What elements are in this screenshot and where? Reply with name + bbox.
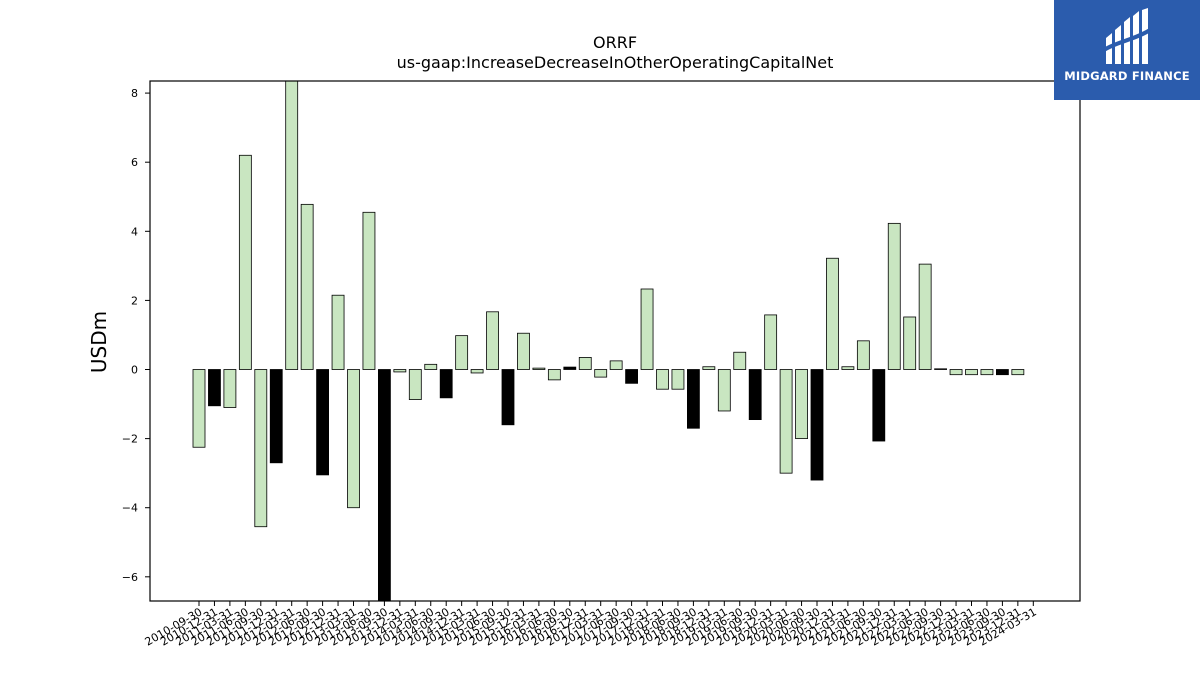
midgard-finance-logo: MIDGARD FINANCE xyxy=(1054,0,1200,100)
bar-2017-06-30 xyxy=(609,360,623,370)
y-tick-label: 8 xyxy=(131,87,138,100)
chart-title: ORRF xyxy=(592,33,638,52)
bar-2021-06-30 xyxy=(856,340,870,370)
bar-2019-09-30 xyxy=(748,369,762,421)
bar-2018-09-30 xyxy=(687,369,700,429)
bar-2019-06-30 xyxy=(733,351,747,370)
bar-2023-03-31 xyxy=(965,369,978,376)
bar-2023-12-31 xyxy=(1011,369,1025,376)
y-tick-label: −4 xyxy=(122,502,138,515)
bar-2022-12-31 xyxy=(949,369,963,376)
bar-2011-06-30 xyxy=(238,154,252,370)
bar-2010-09-30 xyxy=(192,369,206,448)
y-tick-label: 0 xyxy=(131,364,138,377)
bar-2021-12-31 xyxy=(887,222,901,370)
bar-2014-12-31 xyxy=(455,335,469,370)
bar-2016-06-30 xyxy=(547,369,561,381)
x-axis: 2010-09-302010-12-312011-03-312011-06-30… xyxy=(143,601,1039,649)
bar-2010-12-31 xyxy=(208,369,221,407)
y-axis-label: USDm xyxy=(87,310,111,374)
bar-2011-03-31 xyxy=(223,369,237,408)
bar-2020-03-31 xyxy=(779,369,793,474)
y-axis: −6 −4 −2 0 2 4 6 8 xyxy=(122,87,150,584)
bar-2015-12-31 xyxy=(517,332,530,370)
plot-frame xyxy=(149,80,1081,602)
bar-2011-09-30 xyxy=(254,369,268,528)
y-tick-label: 2 xyxy=(131,294,138,307)
bar-2013-03-31 xyxy=(347,369,360,509)
bar-2017-09-30 xyxy=(625,369,638,384)
bar-2016-12-31 xyxy=(578,357,592,370)
bar-2022-09-30 xyxy=(934,368,947,370)
chart-subtitle: us-gaap:IncreaseDecreaseInOtherOperating… xyxy=(396,53,834,72)
bar-2018-12-31 xyxy=(702,366,716,370)
bar-2012-03-31 xyxy=(285,81,299,370)
bar-2023-09-30 xyxy=(996,369,1009,376)
bar-2013-06-30 xyxy=(362,211,376,370)
bar-2014-03-31 xyxy=(408,369,422,400)
bar-2016-09-30 xyxy=(563,366,577,370)
bar-2019-12-31 xyxy=(764,314,778,370)
bar-2018-03-31 xyxy=(656,369,669,390)
bar-2023-06-30 xyxy=(980,369,994,376)
bar-2012-06-30 xyxy=(300,203,314,370)
y-tick-label: −6 xyxy=(122,571,138,584)
bar-2019-03-31 xyxy=(717,369,731,412)
bar-2020-06-30 xyxy=(795,369,808,440)
bar-2015-03-31 xyxy=(470,369,484,374)
bar-2014-06-30 xyxy=(424,363,438,370)
bar-2020-12-31 xyxy=(826,257,839,370)
bar-2021-09-30 xyxy=(872,369,886,442)
bar-2012-12-31 xyxy=(331,294,345,370)
bar-2015-09-30 xyxy=(501,369,515,426)
bar-2022-03-31 xyxy=(903,316,917,370)
bars-group xyxy=(192,81,1025,601)
bar-2016-03-31 xyxy=(532,367,546,370)
y-tick-label: 4 xyxy=(131,225,138,238)
y-tick-label: 6 xyxy=(131,156,138,169)
bar-2022-06-30 xyxy=(918,263,932,370)
bar-2017-03-31 xyxy=(594,369,608,378)
y-tick-label: −2 xyxy=(122,433,138,446)
midgard-logo-icon xyxy=(1102,8,1152,64)
bar-2021-03-31 xyxy=(841,366,855,370)
bar-2013-09-30 xyxy=(377,369,391,601)
bar-2011-12-31 xyxy=(269,369,283,464)
bar-2013-12-31 xyxy=(393,369,407,373)
logo-text: MIDGARD FINANCE xyxy=(1064,69,1190,83)
bar-2012-09-30 xyxy=(316,369,330,476)
bar-2014-09-30 xyxy=(439,369,453,399)
bar-2015-06-30 xyxy=(486,311,499,370)
bar-2017-12-31 xyxy=(640,288,654,370)
bar-2020-09-30 xyxy=(810,369,824,481)
bar-2018-06-30 xyxy=(671,369,685,390)
